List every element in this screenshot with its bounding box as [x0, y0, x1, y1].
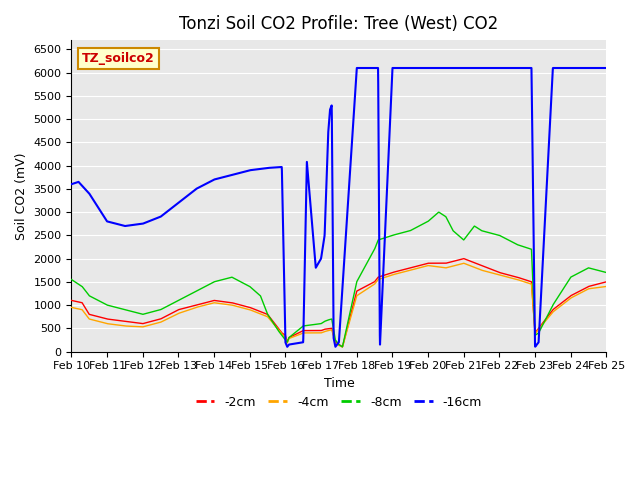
Text: TZ_soilco2: TZ_soilco2: [82, 52, 155, 65]
Title: Tonzi Soil CO2 Profile: Tree (West) CO2: Tonzi Soil CO2 Profile: Tree (West) CO2: [179, 15, 499, 33]
X-axis label: Time: Time: [323, 377, 355, 390]
Y-axis label: Soil CO2 (mV): Soil CO2 (mV): [15, 152, 28, 240]
Legend: -2cm, -4cm, -8cm, -16cm: -2cm, -4cm, -8cm, -16cm: [191, 391, 487, 414]
